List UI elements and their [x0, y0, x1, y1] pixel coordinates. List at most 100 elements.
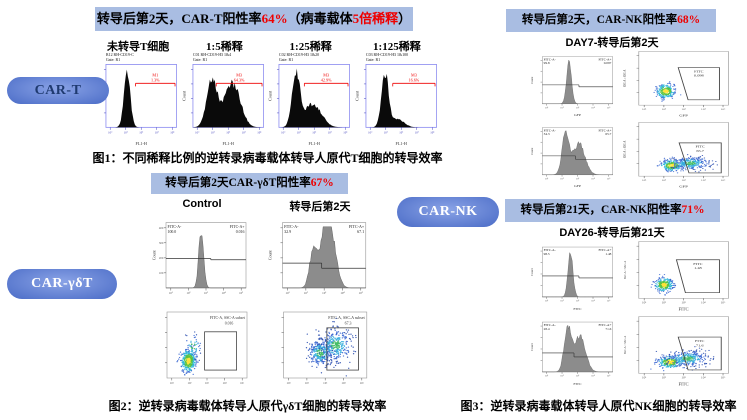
- y-axis-label: Count: [530, 148, 534, 155]
- subset-value: 0.016: [225, 322, 234, 326]
- fig2-col-header-day2: 转导后第2天: [289, 201, 351, 213]
- svg-text:10¹: 10¹: [545, 106, 548, 109]
- svg-text:10⁵: 10⁵: [721, 301, 726, 304]
- title-text-part: 5倍稀释: [352, 11, 399, 26]
- fig2-histogram-control: FITC-A- 100.0 FITC-A+ 0.016 10¹ 10² 10³ 10⁴ 10⁵ 4…: [152, 212, 252, 309]
- svg-text:10⁰: 10⁰: [195, 130, 200, 134]
- svg-text:10³: 10³: [681, 108, 685, 111]
- svg-text:10⁰: 10⁰: [108, 130, 113, 134]
- positive-label: FITC-A+: [230, 224, 245, 229]
- svg-text:10²: 10²: [312, 130, 316, 134]
- svg-text:10⁴: 10⁴: [701, 376, 706, 379]
- negative-value: 100.0: [168, 229, 177, 234]
- x-axis-label: FL1-H: [222, 141, 233, 146]
- sample-label: B12 RH-CD19-C: [106, 52, 134, 57]
- fig3-day21-title-banner: 转导后第21天，CAR-NK阳性率71%: [505, 199, 720, 222]
- svg-text:10²: 10²: [560, 177, 564, 180]
- positive-value: 1.48: [605, 252, 611, 256]
- svg-text:10¹: 10¹: [170, 381, 174, 385]
- svg-text:200: 200: [159, 256, 164, 260]
- y-axis-label: Count: [530, 268, 534, 276]
- fig1-col-header-1to125: 1:125稀释: [373, 41, 421, 53]
- y-axis-label: Count: [355, 90, 359, 101]
- svg-text:10⁰: 10⁰: [281, 130, 286, 134]
- fig1-title-banner: 转导后第2天，CAR-T阳性率64%（病毒载体5倍稀释）: [95, 7, 413, 31]
- svg-text:10²: 10²: [305, 381, 309, 385]
- fig1-panel: C01 RH-CD19-H3 1&4 Gate: R1 M3 64.3% 10⁰ 10¹ 1…: [182, 51, 268, 148]
- svg-text:10⁵: 10⁵: [721, 108, 726, 111]
- positive-value: 0.097: [604, 61, 612, 65]
- svg-text:10²: 10²: [560, 106, 564, 109]
- svg-text:10⁴: 10⁴: [591, 300, 595, 303]
- sample-label: C01 RH-CD19-H3 1&4: [192, 52, 230, 57]
- svg-text:10⁴: 10⁴: [591, 106, 595, 109]
- svg-text:10⁴: 10⁴: [257, 130, 261, 134]
- positive-label: FITC-A+: [598, 58, 611, 62]
- svg-text:10¹: 10¹: [545, 375, 549, 378]
- negative-value: 28.4: [544, 327, 550, 331]
- flow-histogram: FITC-A-32.9 FITC-A+67.1 10¹ 10² 10³ 10⁴ 10⁵ Cou…: [268, 222, 367, 295]
- fig2-caption: 图2：逆转录病毒载体转导人原代γδT细胞的转导效率: [108, 399, 387, 413]
- marker-percent: 64.3%: [233, 77, 244, 82]
- fig1-col-header-1to5: 1:5稀释: [206, 41, 243, 53]
- positive-label: FITC-A+: [349, 224, 365, 229]
- svg-text:10⁴: 10⁴: [170, 130, 174, 134]
- svg-text:10²: 10²: [399, 130, 403, 134]
- fig3-day26-control-scatter: FITC 1.48 10¹ 10² 10³ 10⁴ 10⁵ SSC-A :: SSC-A FIT…: [622, 239, 734, 313]
- svg-text:10⁵: 10⁵: [721, 179, 726, 182]
- fig3-day7-header: DAY7-转导后第2天: [565, 37, 659, 49]
- svg-text:10⁵: 10⁵: [240, 381, 244, 385]
- svg-text:10²: 10²: [304, 291, 308, 295]
- subset-label: FITC: [694, 70, 704, 73]
- svg-text:10¹: 10¹: [287, 381, 291, 385]
- svg-text:10¹: 10¹: [210, 130, 214, 134]
- title-text-part: 转导后第2天，CAR-NK阳性率: [521, 14, 678, 26]
- x-axis-label: FL1-H: [136, 141, 147, 146]
- x-axis-label: GFP: [574, 184, 581, 188]
- negative-value: 32.9: [284, 229, 291, 234]
- svg-text:10³: 10³: [681, 376, 685, 379]
- fig3-day26-control-histogram: FITC-A- 98.5 FITC-A+ 1.48 10¹ 10² 10³ 10⁴ 10⁵ Cou…: [530, 239, 618, 313]
- flow-histogram: FITC-A-34.3 FITC-A+65.7 10¹ 10² 10³ 10⁴ 10⁵ Cou…: [530, 127, 613, 188]
- svg-text:10³: 10³: [204, 291, 208, 295]
- svg-text:10⁴: 10⁴: [701, 179, 706, 182]
- negative-label: FITC-A-: [544, 58, 556, 62]
- marker-percent: 42.9%: [321, 77, 332, 82]
- svg-text:10⁴: 10⁴: [430, 130, 434, 134]
- car-t-badge: CAR-T: [7, 77, 109, 104]
- svg-text:10³: 10³: [155, 130, 159, 134]
- sample-label: C02 RH-CD19-H3 1&20: [279, 52, 319, 57]
- y-axis-label: SSC-A :: SSC-A: [622, 140, 627, 158]
- svg-text:10²: 10²: [662, 108, 666, 111]
- fig1-panel: C03 RH-CD19-H3 1&100 Gate: R1 M3 16.6% 10⁰ 10…: [355, 51, 441, 148]
- positive-value: 0.016: [236, 229, 245, 234]
- subset-value: 1.48: [694, 267, 702, 270]
- svg-text:10⁵: 10⁵: [607, 106, 611, 109]
- svg-text:10⁴: 10⁴: [222, 291, 226, 295]
- y-axis-label: Count: [530, 343, 534, 351]
- gate-label: Gate: R1: [106, 57, 120, 62]
- svg-text:10⁴: 10⁴: [343, 130, 347, 134]
- subset-value: 65.7: [696, 149, 704, 152]
- fig1-col-header-1to25: 1:25稀释: [289, 41, 332, 53]
- y-axis-label: Count: [153, 249, 157, 260]
- x-axis-label: FITC: [679, 382, 689, 386]
- positive-label: FITC-A+: [598, 248, 611, 252]
- car-nk-badge: CAR-NK: [397, 197, 499, 227]
- fig3-day26-header: DAY26-转导后第21天: [559, 227, 665, 239]
- svg-text:10²: 10²: [662, 376, 666, 379]
- flow-histogram: FITC-A-98.5 FITC-A+1.48 10¹ 10² 10³ 10⁴ 10⁵ Cou…: [530, 246, 613, 311]
- svg-text:10³: 10³: [323, 381, 327, 385]
- svg-text:10³: 10³: [322, 291, 326, 295]
- svg-text:10³: 10³: [328, 130, 332, 134]
- positive-label: FITC-A+: [598, 323, 611, 327]
- gate-region: [204, 331, 237, 371]
- svg-text:10²: 10²: [662, 301, 666, 304]
- svg-text:10³: 10³: [681, 179, 685, 182]
- svg-text:300: 300: [159, 241, 164, 245]
- svg-text:10³: 10³: [576, 375, 580, 378]
- gate-region: [675, 259, 720, 294]
